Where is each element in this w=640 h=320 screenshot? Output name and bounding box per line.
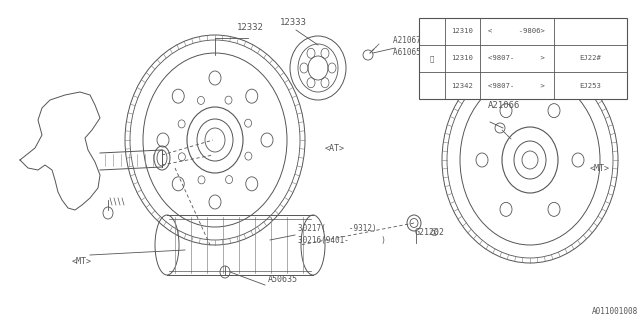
Text: <MT>: <MT>: [72, 258, 92, 267]
Text: EJ253: EJ253: [579, 83, 602, 89]
Text: A011001008: A011001008: [592, 307, 638, 316]
Text: 12332: 12332: [237, 22, 264, 31]
Text: ①: ①: [430, 55, 434, 62]
Text: <9807-      >: <9807- >: [488, 55, 545, 61]
Text: A21067(     -0001): A21067( -0001): [393, 36, 476, 44]
Text: 12310: 12310: [451, 28, 474, 34]
Text: <9807-      >: <9807- >: [488, 83, 545, 89]
Text: <MT>: <MT>: [590, 164, 610, 172]
Text: 12310: 12310: [451, 55, 474, 61]
Text: EJ22#: EJ22#: [579, 55, 602, 61]
Text: G21202: G21202: [415, 228, 445, 236]
Text: ①: ①: [429, 228, 438, 238]
Text: 12342: 12342: [451, 83, 474, 89]
Polygon shape: [20, 92, 100, 210]
Text: 12333: 12333: [280, 18, 307, 27]
Text: <AT>: <AT>: [325, 143, 345, 153]
Text: 30217(     -9312): 30217( -9312): [298, 223, 376, 233]
Text: A61065(0002-      ): A61065(0002- ): [393, 47, 481, 57]
Text: A50635: A50635: [268, 276, 298, 284]
Text: <      -9806>: < -9806>: [488, 28, 545, 34]
Bar: [419, 18, 627, 99]
Text: A21066: A21066: [488, 100, 520, 109]
Text: 30216(9401-       ): 30216(9401- ): [298, 236, 386, 244]
